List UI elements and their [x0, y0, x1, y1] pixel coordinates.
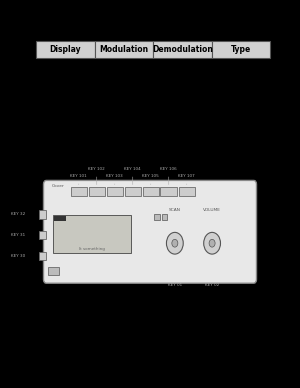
- Text: SCAN: SCAN: [169, 208, 181, 212]
- Text: KEY 32: KEY 32: [11, 212, 26, 216]
- Bar: [39, 210, 46, 218]
- Text: It something: It something: [79, 247, 105, 251]
- Text: KEY 02: KEY 02: [205, 283, 219, 288]
- Bar: [39, 252, 46, 260]
- Bar: [162, 214, 167, 220]
- Text: KEY 103: KEY 103: [106, 174, 123, 185]
- Bar: [178, 187, 195, 196]
- Circle shape: [172, 239, 178, 247]
- Text: KEY 105: KEY 105: [142, 174, 159, 185]
- Bar: [54, 216, 66, 220]
- Text: Type: Type: [231, 45, 251, 54]
- Bar: [88, 187, 105, 196]
- Text: KEY 106: KEY 106: [160, 167, 177, 185]
- Text: Cover: Cover: [52, 184, 65, 189]
- Text: KEY 102: KEY 102: [88, 167, 105, 185]
- Text: KEY 101: KEY 101: [70, 174, 87, 185]
- Text: KEY 104: KEY 104: [124, 167, 141, 185]
- Bar: [52, 215, 131, 253]
- Text: KEY 107: KEY 107: [178, 174, 195, 185]
- Circle shape: [167, 232, 183, 254]
- Text: Demodulation: Demodulation: [152, 45, 213, 54]
- Text: Modulation: Modulation: [99, 45, 148, 54]
- Bar: [154, 214, 160, 220]
- Bar: [36, 41, 94, 58]
- Bar: [70, 187, 87, 196]
- Bar: [39, 231, 46, 239]
- Bar: [142, 187, 159, 196]
- Bar: [124, 187, 141, 196]
- Bar: [153, 41, 212, 58]
- Bar: [212, 41, 270, 58]
- Circle shape: [209, 239, 215, 247]
- Text: KEY 01: KEY 01: [168, 283, 182, 288]
- Circle shape: [204, 232, 220, 254]
- Bar: [94, 41, 153, 58]
- FancyBboxPatch shape: [44, 180, 256, 283]
- Bar: [106, 187, 123, 196]
- Bar: [160, 187, 177, 196]
- Text: KEY 30: KEY 30: [11, 254, 26, 258]
- Text: Display: Display: [50, 45, 81, 54]
- Text: KEY 31: KEY 31: [11, 233, 26, 237]
- Bar: [48, 267, 59, 275]
- Text: VOLUME: VOLUME: [203, 208, 221, 212]
